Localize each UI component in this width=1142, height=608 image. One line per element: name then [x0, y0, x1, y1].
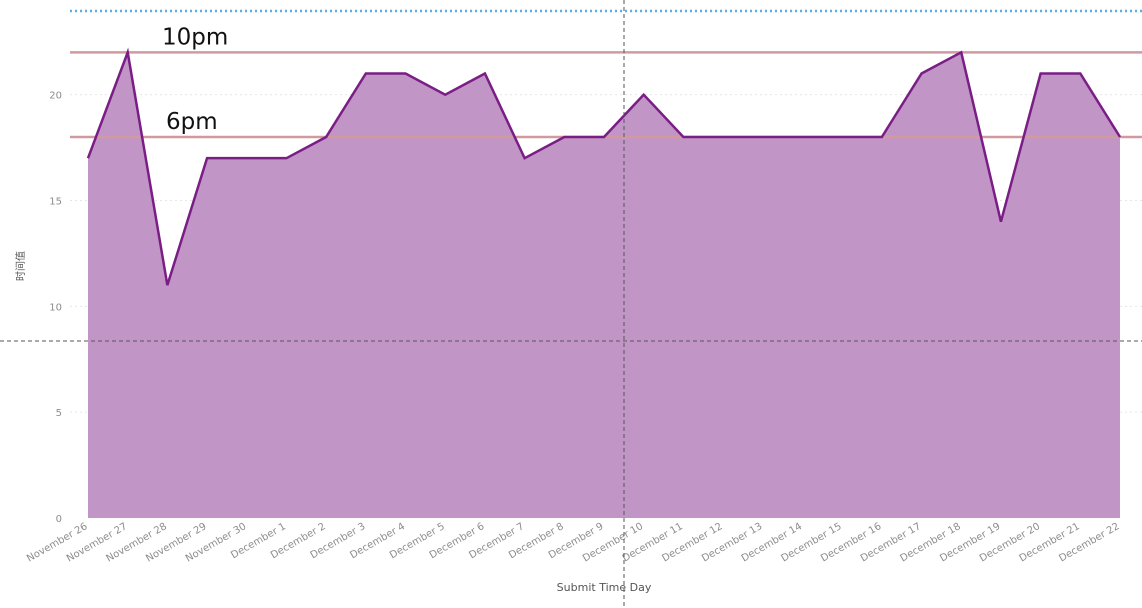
- y-tick-label: 0: [56, 514, 62, 525]
- area-fill: [88, 52, 1120, 518]
- y-tick-label: 20: [49, 91, 62, 102]
- reference-label: 10pm: [162, 24, 228, 50]
- y-tick-label: 10: [49, 302, 62, 313]
- y-axis-label: 时间值: [14, 251, 27, 281]
- x-axis-label: Submit Time Day: [557, 581, 652, 594]
- y-tick-label: 15: [49, 197, 62, 208]
- reference-label: 6pm: [166, 109, 218, 135]
- y-tick-label: 5: [56, 408, 62, 419]
- y-axis-ticks: 0 5 10 15 20: [49, 91, 62, 525]
- reference-lines: 10pm 6pm: [70, 24, 1142, 139]
- series-line: [86, 47, 1122, 286]
